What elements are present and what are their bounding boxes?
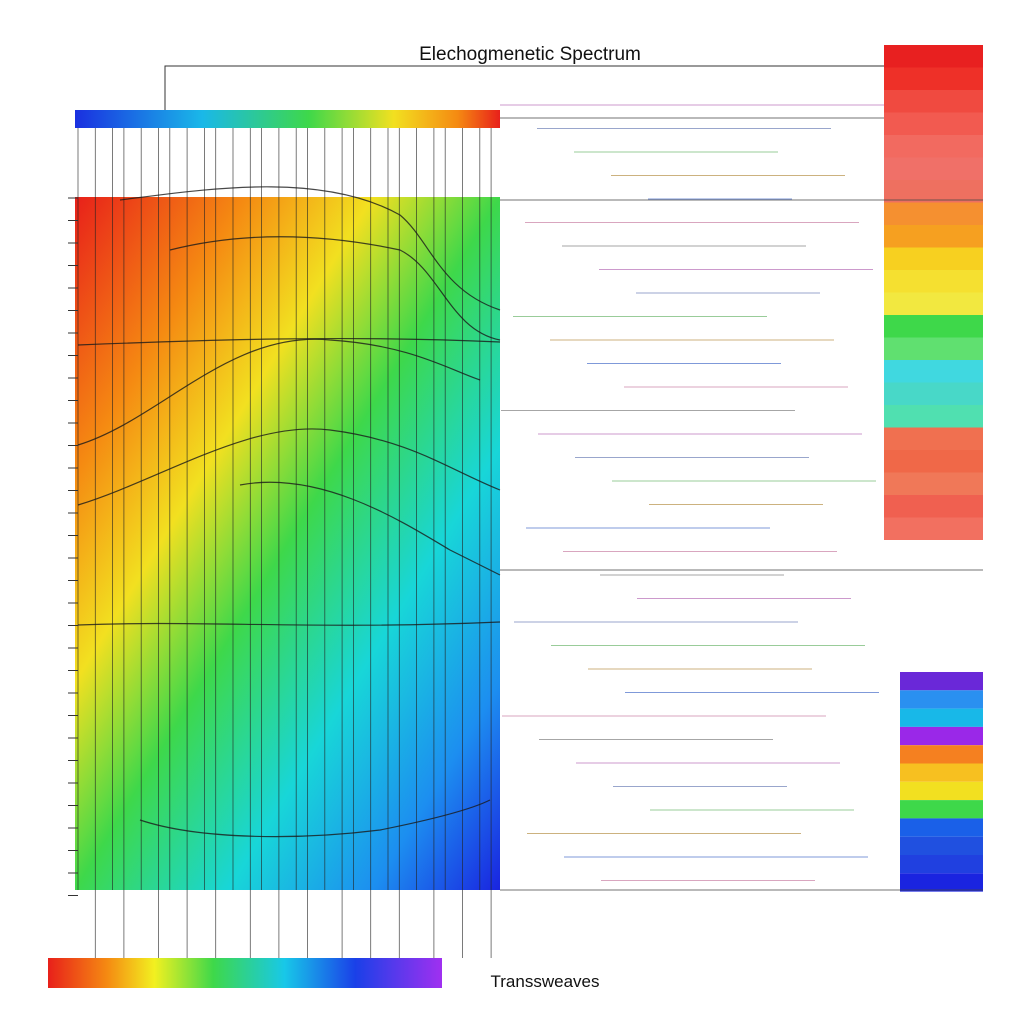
- panel-curve: [139, 799, 491, 838]
- legend-block: [900, 763, 983, 782]
- legend-block: [884, 360, 983, 383]
- legend-block: [884, 45, 983, 68]
- legend-block: [884, 270, 983, 293]
- legend-block: [900, 690, 983, 709]
- legend-block: [884, 382, 983, 405]
- panel-curve: [239, 481, 501, 576]
- legend-block: [900, 818, 983, 837]
- chart-title: Elechogmenetic Spectrum: [419, 44, 641, 65]
- legend-block: [900, 672, 983, 691]
- bottom-spectrum-bar: [48, 958, 442, 988]
- panel-curve: [77, 338, 481, 446]
- legend-block: [884, 517, 983, 540]
- legend-block: [900, 855, 983, 874]
- spectrum-panel: [75, 197, 500, 890]
- decoration: [48, 45, 983, 988]
- legend-block: [900, 873, 983, 892]
- legend-block: [884, 202, 983, 225]
- legend-block: [884, 427, 983, 450]
- legend-block: [884, 315, 983, 338]
- legend-block: [884, 450, 983, 473]
- panel-curve: [169, 236, 501, 341]
- legend-block: [884, 112, 983, 135]
- panel-curve: [119, 186, 501, 311]
- legend-block: [900, 800, 983, 819]
- legend-block: [884, 67, 983, 90]
- legend-block: [884, 337, 983, 360]
- panel-curve: [77, 337, 501, 346]
- legend-block: [884, 247, 983, 270]
- legend-block: [900, 836, 983, 855]
- panel-curve: [77, 621, 501, 626]
- legend-block: [884, 157, 983, 180]
- legend-block: [884, 472, 983, 495]
- legend-block: [884, 90, 983, 113]
- legend-block: [884, 405, 983, 428]
- legend-block: [884, 135, 983, 158]
- legend-block: [884, 292, 983, 315]
- leader-line: [164, 65, 884, 110]
- legend-block: [900, 781, 983, 801]
- legend-block: [900, 745, 983, 764]
- legend-block: [900, 708, 983, 727]
- footer-label: Transsweaves: [491, 972, 600, 991]
- legend-block: [884, 180, 983, 203]
- top-spectrum-bar: [75, 110, 500, 128]
- legend-block: [884, 495, 983, 518]
- legend-block: [900, 726, 983, 746]
- panel-curve: [77, 428, 501, 506]
- legend-block: [884, 225, 983, 248]
